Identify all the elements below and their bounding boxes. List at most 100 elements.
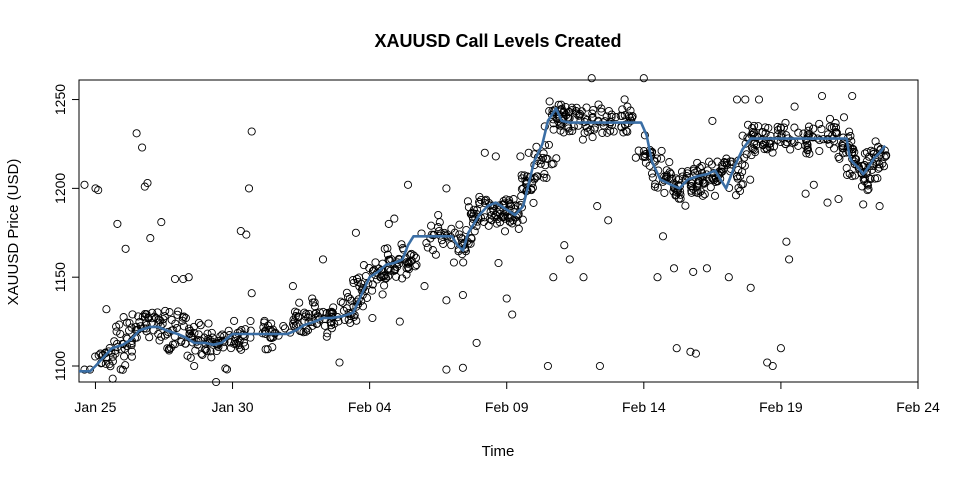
- data-point: [351, 228, 360, 237]
- data-point: [700, 178, 709, 187]
- data-point: [230, 316, 239, 325]
- data-point: [467, 234, 476, 243]
- data-point: [702, 264, 711, 273]
- data-point: [112, 322, 121, 331]
- data-point: [422, 238, 431, 248]
- data-point: [742, 150, 751, 159]
- data-point: [866, 175, 875, 184]
- data-point: [803, 146, 812, 155]
- data-point: [622, 126, 631, 136]
- data-point: [179, 312, 188, 321]
- data-point: [694, 176, 703, 186]
- data-point: [572, 103, 581, 112]
- data-point: [815, 136, 824, 145]
- data-point: [161, 306, 170, 315]
- data-point: [669, 264, 679, 273]
- data-point: [327, 321, 336, 330]
- data-point: [480, 148, 489, 157]
- data-point: [509, 195, 518, 204]
- data-point: [834, 152, 843, 161]
- data-point: [207, 353, 216, 362]
- data-point: [835, 154, 844, 163]
- data-point: [146, 234, 155, 243]
- data-point: [108, 357, 117, 366]
- x-axis-label: Time: [482, 443, 515, 460]
- data-point: [455, 230, 464, 239]
- data-point: [469, 205, 478, 214]
- data-point: [650, 182, 659, 191]
- data-point: [618, 111, 627, 121]
- data-point: [801, 141, 810, 150]
- data-point: [620, 95, 629, 104]
- data-point: [323, 329, 332, 338]
- data-point: [528, 183, 537, 192]
- data-point: [691, 349, 700, 358]
- data-point: [494, 258, 503, 268]
- data-point: [113, 219, 122, 228]
- data-point: [179, 274, 188, 284]
- data-point: [181, 313, 190, 323]
- data-point: [234, 341, 243, 350]
- data-point: [516, 152, 525, 161]
- data-point: [196, 321, 205, 330]
- data-point: [380, 281, 389, 290]
- data-point: [706, 183, 715, 192]
- data-point: [763, 358, 772, 367]
- data-point: [301, 327, 310, 336]
- data-point: [449, 258, 458, 267]
- data-point: [235, 336, 244, 345]
- x-axis: Jan 25 Jan 30 Feb 04 Feb 09 Feb 14 Feb 19 Feb …: [74, 381, 940, 415]
- data-point: [731, 191, 741, 200]
- data-point: [318, 255, 328, 264]
- data-point: [508, 219, 517, 228]
- data-point: [320, 321, 329, 330]
- data-point: [724, 273, 733, 282]
- data-point: [91, 352, 100, 361]
- data-point: [760, 145, 769, 154]
- y-axis-label: XAUUSD Price (USD): [5, 159, 22, 306]
- price-line-layer: [79, 107, 887, 373]
- data-point: [470, 227, 479, 236]
- data-point: [804, 126, 813, 135]
- data-point: [322, 332, 331, 341]
- data-point: [463, 197, 472, 206]
- data-point: [190, 361, 199, 371]
- data-point: [697, 161, 706, 171]
- data-point: [588, 133, 597, 142]
- data-point: [147, 314, 156, 323]
- data-point: [406, 251, 415, 260]
- data-point: [120, 352, 129, 361]
- data-point: [288, 282, 297, 291]
- data-point: [102, 305, 111, 314]
- data-point: [174, 307, 183, 316]
- data-point: [352, 316, 361, 325]
- data-point: [423, 243, 432, 252]
- data-point: [540, 169, 549, 179]
- data-point: [735, 186, 745, 196]
- data-point: [143, 178, 152, 188]
- data-point: [766, 139, 775, 148]
- data-point: [757, 136, 766, 145]
- data-point: [754, 122, 763, 131]
- data-point: [132, 129, 141, 138]
- data-point: [708, 116, 717, 125]
- data-point: [839, 113, 849, 122]
- data-point: [204, 319, 213, 328]
- data-point: [831, 123, 841, 132]
- data-point: [539, 173, 548, 182]
- data-point: [529, 198, 538, 207]
- data-point: [600, 117, 609, 126]
- data-point: [442, 296, 451, 305]
- data-point: [554, 100, 563, 109]
- data-point: [705, 157, 714, 166]
- data-point: [723, 160, 732, 169]
- data-point: [194, 318, 203, 327]
- data-point: [662, 166, 671, 175]
- data-point: [144, 313, 153, 322]
- data-point: [875, 202, 884, 211]
- price-line: [79, 107, 887, 373]
- x-tick-label: Feb 19: [759, 399, 803, 415]
- y-axis: 1100 1150 1200 1250: [52, 84, 79, 381]
- data-point: [127, 340, 136, 350]
- data-point: [160, 312, 169, 321]
